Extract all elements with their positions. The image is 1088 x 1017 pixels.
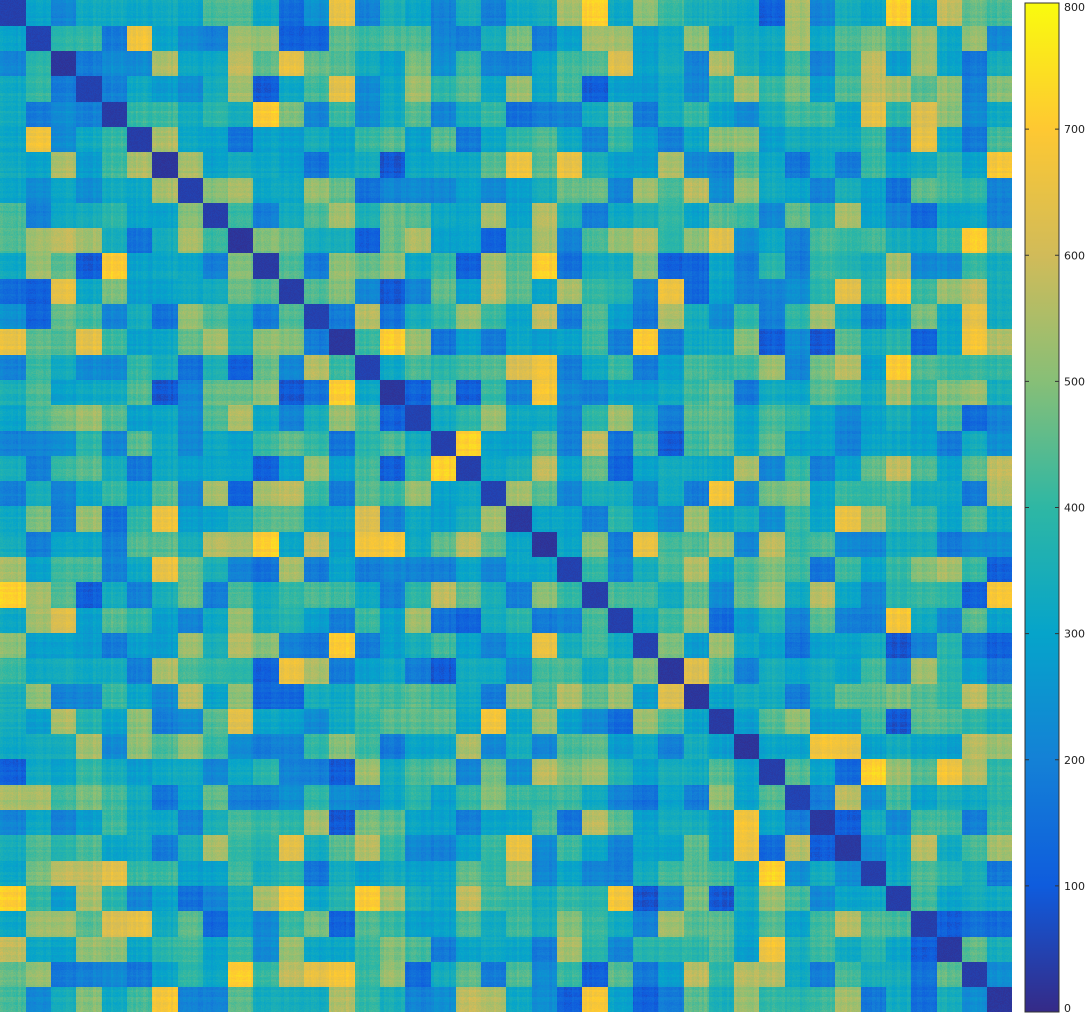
colorbar-ticks: 0 100 200 300 400 500 600 700 800 [1025,1,1085,1015]
colorbar-tick-label: 0 [1064,1002,1071,1015]
colorbar-tick-label: 800 [1064,1,1085,14]
colorbar-tick-label: 100 [1064,880,1085,893]
colorbar-tick-label: 400 [1064,502,1085,515]
heatmap-plot [0,0,1012,1012]
colorbar: 0 100 200 300 400 500 600 700 800 [1024,0,1088,1017]
heatmap-canvas [0,0,1012,1012]
colorbar-tick-label: 600 [1064,249,1085,262]
colorbar-tick-label: 500 [1064,375,1085,388]
colorbar-gradient [1024,2,1060,1013]
colorbar-svg: 0 100 200 300 400 500 600 700 800 [1024,1,1085,1015]
colorbar-tick-label: 300 [1064,628,1085,641]
colorbar-tick-label: 200 [1064,754,1085,767]
colorbar-tick-label: 700 [1064,123,1085,136]
